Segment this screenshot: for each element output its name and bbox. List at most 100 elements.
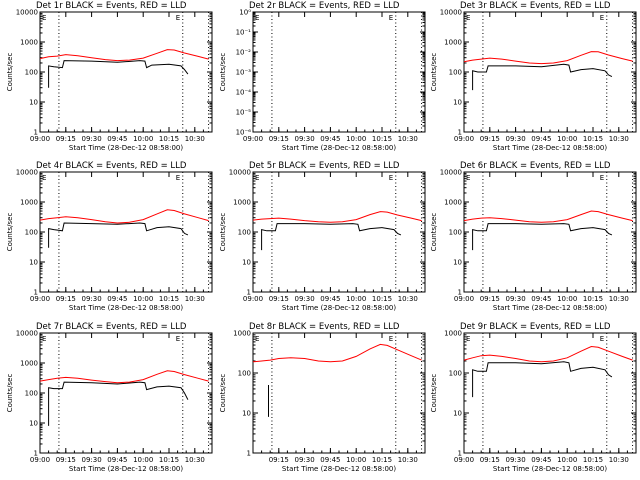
x-tick-label: 09:45 (320, 295, 340, 303)
y-tick-label: 1 (34, 289, 38, 297)
series-line-events (48, 60, 189, 88)
corner-mark: E (466, 174, 470, 182)
x-tick-label: 09:30 (82, 295, 102, 303)
x-axis-label: Start Time (28-Dec-12 08:58:00) (282, 144, 396, 152)
x-tick-label: 10:00 (557, 135, 577, 143)
panel-title: Det 7r BLACK = Events, RED = LLD (36, 322, 187, 332)
x-tick-label: 10:30 (609, 295, 629, 303)
x-tick-label: 09:30 (295, 456, 315, 464)
y-tick-label: 100 (25, 229, 38, 237)
y-tick-label: 10 (242, 259, 251, 267)
y-axis-label: Counts/sec (430, 53, 438, 92)
series-line-events (472, 63, 613, 91)
y-tick-label: 1000 (444, 199, 462, 207)
y-tick-label: 10⁻⁵ (236, 109, 252, 117)
series-line-lld (463, 345, 633, 363)
detector-panel-9: Det 9r BLACK = Events, RED = LLD 1 10 100 10… (430, 322, 637, 473)
panel-title: Det 3r BLACK = Events, RED = LLD (460, 1, 611, 11)
y-tick-label: 1000 (20, 39, 38, 47)
corner-mark: E (176, 14, 180, 22)
panel-title: Det 1r BLACK = Events, RED = LLD (36, 1, 187, 11)
y-tick-label: 1000 (20, 199, 38, 207)
y-axis-label: Counts/sec (430, 374, 438, 413)
x-axis-label: Start Time (28-Dec-12 08:58:00) (282, 304, 396, 312)
x-axis-label: Start Time (28-Dec-12 08:58:00) (493, 465, 607, 473)
x-tick-label: 10:30 (185, 456, 205, 464)
x-tick-label: 09:30 (506, 295, 526, 303)
corner-mark: E (42, 335, 46, 343)
x-tick-label: 10:00 (133, 295, 153, 303)
x-tick-label: 09:15 (56, 456, 76, 464)
x-tick-label: 09:45 (531, 295, 551, 303)
corner-mark: E (600, 335, 604, 343)
y-axis-label: Counts/sec (219, 213, 227, 252)
x-tick-label: 09:15 (269, 295, 289, 303)
y-tick-label: 10000 (440, 169, 462, 177)
y-tick-label: 10000 (16, 169, 38, 177)
x-tick-label: 09:45 (107, 135, 127, 143)
y-tick-label: 10⁻² (236, 49, 252, 57)
series-line-lld (39, 209, 209, 224)
y-axis-label: Counts/sec (219, 374, 227, 413)
x-tick-label: 09:15 (56, 135, 76, 143)
y-tick-label: 10 (242, 410, 251, 418)
x-tick-label: 10:15 (372, 135, 392, 143)
series-line-lld (39, 49, 209, 62)
x-tick-label: 10:15 (372, 295, 392, 303)
corner-mark: E (42, 174, 46, 182)
y-tick-label: 1 (247, 450, 251, 458)
x-tick-label: 09:00 (30, 295, 50, 303)
x-tick-label: 09:45 (320, 456, 340, 464)
corner-mark: E (466, 14, 470, 22)
y-tick-label: 10000 (440, 9, 462, 17)
x-tick-label: 09:30 (506, 456, 526, 464)
x-axis-label: Start Time (28-Dec-12 08:58:00) (282, 465, 396, 473)
x-axis-label: Start Time (28-Dec-12 08:58:00) (69, 465, 183, 473)
y-tick-label: 10 (453, 99, 462, 107)
plot-frame (463, 11, 637, 133)
x-tick-label: 09:30 (82, 135, 102, 143)
y-tick-label: 10000 (16, 330, 38, 338)
detector-panel-2: Det 2r BLACK = Events, RED = LLD 10⁻⁶ 10⁻⁵… (219, 1, 426, 152)
detector-panel-6: Det 6r BLACK = Events, RED = LLD 1 10 100 10… (430, 161, 637, 312)
x-tick-label: 10:15 (159, 456, 179, 464)
x-tick-label: 10:00 (346, 295, 366, 303)
detector-panel-7: Det 7r BLACK = Events, RED = LLD 1 10 100 10… (6, 322, 213, 473)
corner-mark: E (600, 14, 604, 22)
x-tick-label: 10:00 (557, 456, 577, 464)
x-tick-label: 10:00 (133, 135, 153, 143)
x-tick-label: 09:15 (269, 456, 289, 464)
x-tick-label: 09:30 (506, 135, 526, 143)
x-tick-label: 10:00 (346, 135, 366, 143)
y-axis-label: Counts/sec (430, 213, 438, 252)
corner-mark: E (389, 14, 393, 22)
x-tick-label: 09:00 (454, 135, 474, 143)
y-tick-label: 1000 (20, 360, 38, 368)
x-tick-label: 10:30 (398, 295, 418, 303)
x-tick-label: 09:00 (243, 295, 263, 303)
y-tick-label: 100 (25, 69, 38, 77)
x-tick-label: 09:45 (531, 135, 551, 143)
x-tick-label: 10:00 (346, 456, 366, 464)
x-tick-label: 09:30 (295, 135, 315, 143)
y-tick-label: 10⁻⁶ (236, 129, 252, 137)
x-tick-label: 09:00 (454, 456, 474, 464)
y-tick-label: 100 (238, 229, 251, 237)
y-tick-label: 10⁰ (239, 9, 251, 17)
plot-frame (463, 332, 637, 454)
corner-mark: E (389, 335, 393, 343)
corner-mark: E (466, 335, 470, 343)
detector-panel-3: Det 3r BLACK = Events, RED = LLD 1 10 100 10… (430, 1, 637, 152)
x-tick-label: 10:30 (609, 456, 629, 464)
series-line-events (48, 381, 189, 426)
x-tick-label: 10:15 (159, 135, 179, 143)
x-tick-label: 09:00 (30, 135, 50, 143)
corner-mark: E (176, 335, 180, 343)
corner-mark: E (255, 174, 259, 182)
x-tick-label: 10:15 (583, 135, 603, 143)
y-tick-label: 100 (449, 69, 462, 77)
y-tick-label: 1 (458, 129, 462, 137)
y-axis-label: Counts/sec (219, 53, 227, 92)
y-tick-label: 10 (453, 259, 462, 267)
